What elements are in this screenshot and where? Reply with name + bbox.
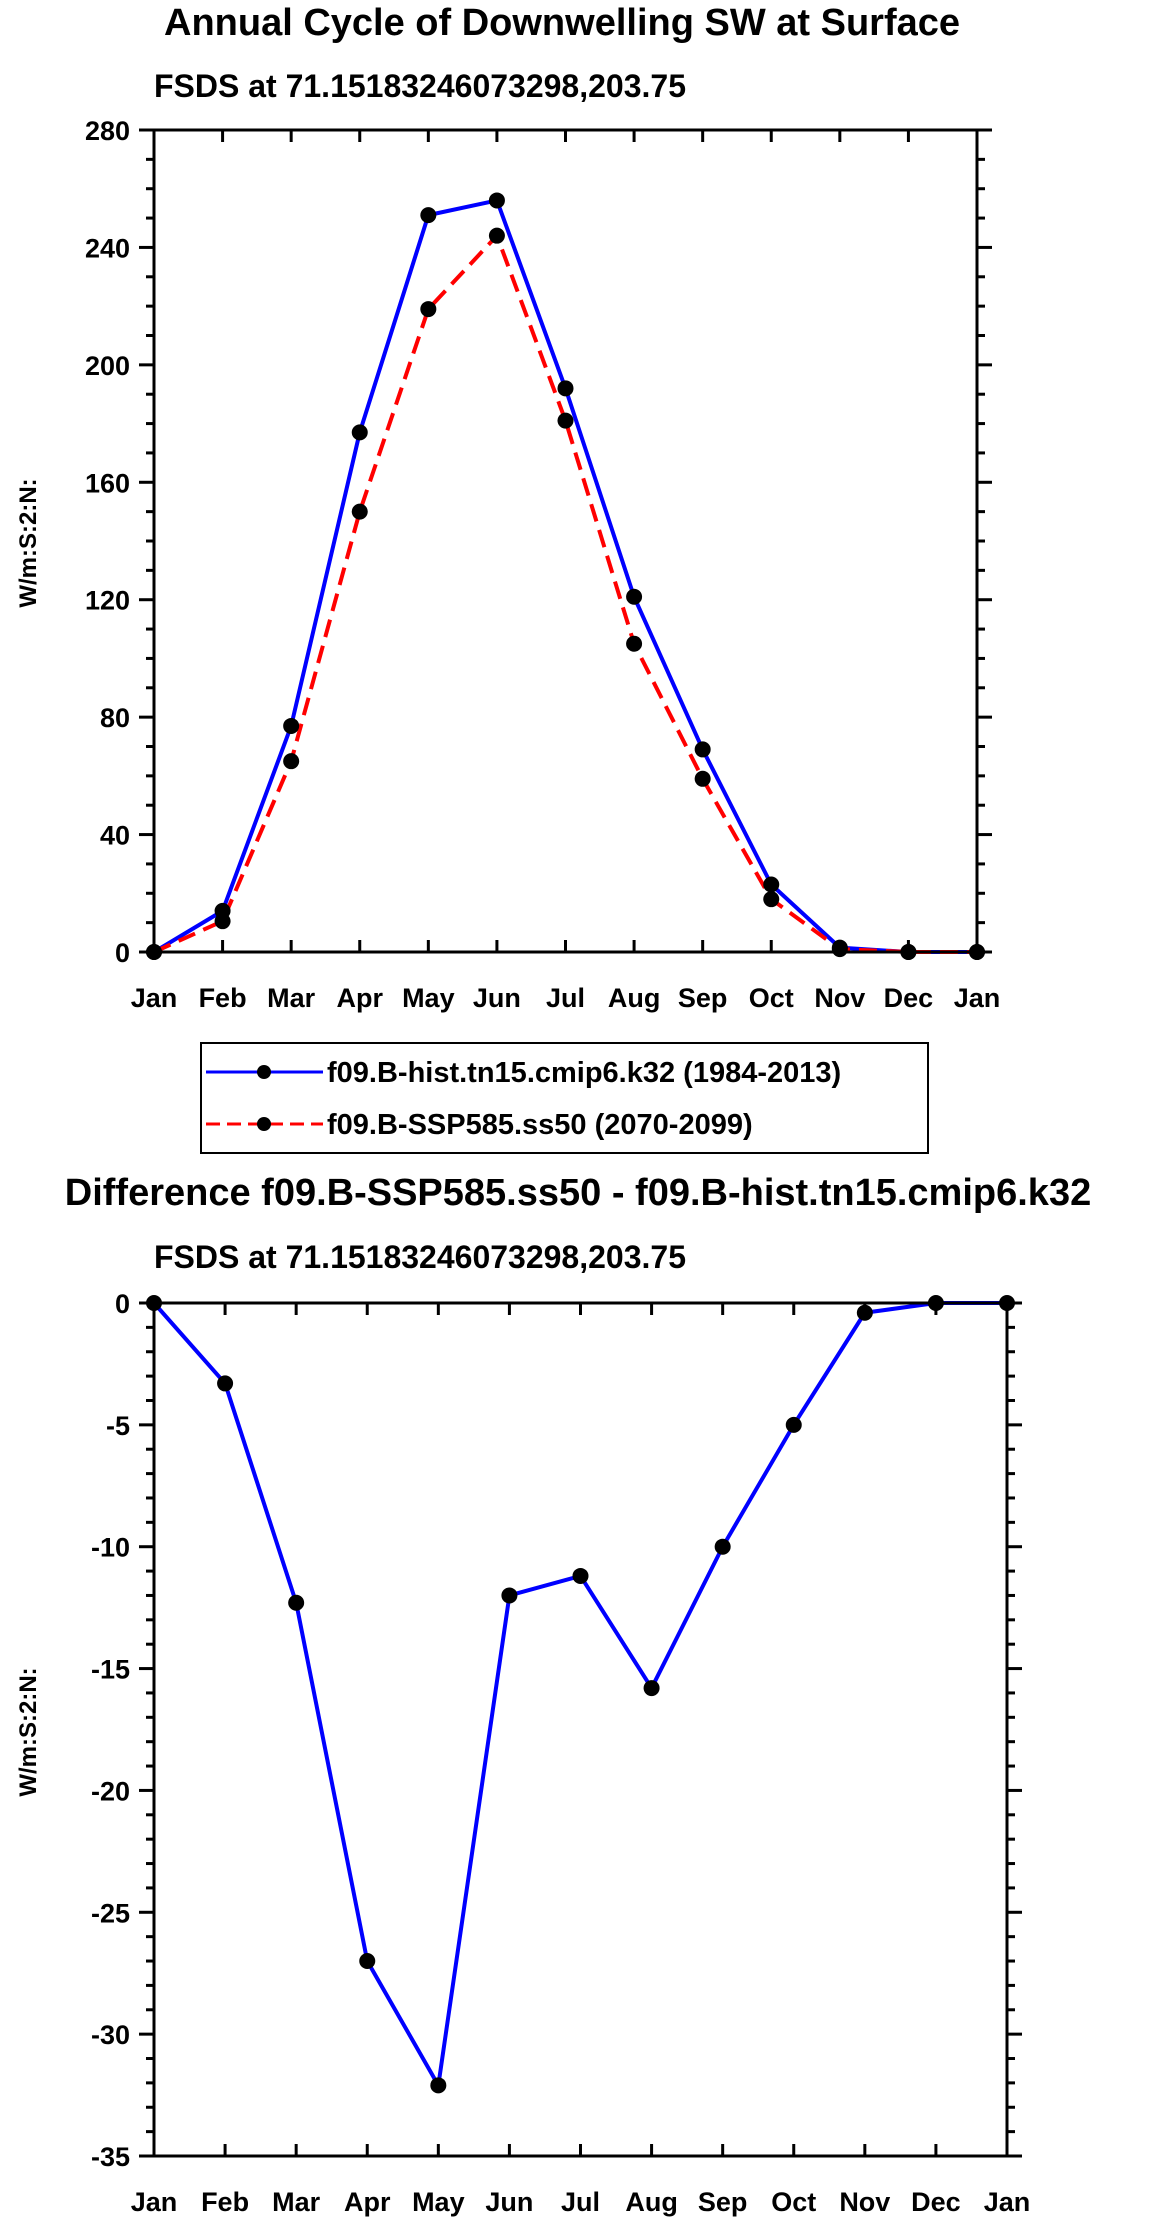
data-point: [288, 1594, 305, 1611]
chart-1-ylabel: W/m:S:2:N:: [15, 478, 42, 607]
x-tick-label: Jul: [546, 983, 585, 1013]
x-tick-label: Nov: [839, 2187, 890, 2217]
x-tick-label: Apr: [337, 983, 384, 1013]
x-tick-label: Aug: [608, 983, 660, 1013]
x-tick-label: Nov: [814, 983, 865, 1013]
chart-2-ticks: [139, 1301, 1022, 2158]
chart-2-title: Difference f09.B-SSP585.ss50 - f09.B-his…: [65, 1172, 1091, 1214]
y-tick-label: 40: [100, 821, 130, 851]
data-point: [430, 2077, 447, 2094]
x-tick-label: Mar: [267, 983, 316, 1013]
x-tick-label: Feb: [199, 983, 247, 1013]
chart-2-plot-frame: [152, 1301, 1009, 2158]
y-tick-label: -25: [91, 1898, 130, 1928]
data-point: [217, 1375, 234, 1392]
x-tick-label: Oct: [749, 983, 794, 1013]
legend-label-ssp: f09.B-SSP585.ss50 (2070-2099): [327, 1109, 753, 1141]
legend-marker-ssp: [257, 1117, 271, 1131]
data-point: [694, 741, 711, 758]
x-tick-label: Jan: [984, 2187, 1031, 2217]
x-tick-label: Jan: [131, 2187, 178, 2217]
data-point: [557, 412, 574, 429]
legend-box: [200, 1042, 929, 1154]
y-tick-label: -5: [106, 1411, 130, 1441]
data-point: [694, 770, 711, 787]
series-line: [152, 198, 977, 954]
data-point: [351, 424, 368, 441]
data-point: [626, 635, 643, 652]
chart-1-series: [146, 192, 985, 960]
x-tick-label: Jan: [131, 983, 178, 1013]
data-point: [763, 876, 780, 893]
x-tick-label: Apr: [344, 2187, 391, 2217]
x-tick-label: Mar: [272, 2187, 321, 2217]
chart-2-series: [146, 1295, 1015, 2094]
y-tick-label: -15: [91, 1655, 130, 1685]
y-tick-label: -20: [91, 1776, 130, 1806]
y-tick-label: -35: [91, 2142, 130, 2172]
y-tick-label: -30: [91, 2020, 130, 2050]
data-point: [420, 301, 437, 318]
data-point: [351, 503, 368, 520]
data-point: [501, 1587, 518, 1604]
y-tick-label: 0: [115, 1289, 130, 1319]
y-tick-label: 120: [85, 586, 130, 616]
y-tick-label: 280: [85, 116, 130, 146]
data-point: [283, 753, 300, 770]
x-tick-label: Jun: [485, 2187, 533, 2217]
data-point: [643, 1680, 660, 1697]
x-tick-label: Dec: [911, 2187, 961, 2217]
y-tick-label: 240: [85, 233, 130, 263]
x-tick-label: Dec: [884, 983, 934, 1013]
data-point: [488, 227, 505, 244]
y-tick-label: 200: [85, 351, 130, 381]
chart-1-x-tick-labels: Jan Feb Mar Apr May Jun Jul Aug Sep Oct Nov Dec Jan: [131, 983, 1001, 1013]
chart-1-ticks: [139, 128, 992, 954]
data-point: [763, 891, 780, 908]
x-tick-label: Jul: [561, 2187, 600, 2217]
x-tick-label: May: [402, 983, 455, 1013]
chart-2-x-tick-labels: Jan Feb Mar Apr May Jun Jul Aug Sep Oct Nov Dec Jan: [131, 2187, 1031, 2217]
chart-1-legend: f09.B-hist.tn15.cmip6.k32 (1984-2013) f0…: [200, 1042, 929, 1154]
y-tick-label: 160: [85, 468, 130, 498]
chart-2-ylabel: W/m:S:2:N:: [15, 1667, 42, 1796]
data-point: [831, 941, 848, 958]
data-point: [557, 380, 574, 397]
difference-chart: Difference f09.B-SSP585.ss50 - f09.B-his…: [15, 1172, 1091, 2217]
data-point: [359, 1953, 376, 1970]
data-point: [572, 1567, 589, 1584]
x-tick-label: May: [412, 2187, 465, 2217]
data-point: [714, 1538, 731, 1555]
x-tick-label: Oct: [771, 2187, 816, 2217]
data-point: [785, 1416, 802, 1433]
data-point: [856, 1304, 873, 1321]
x-tick-label: Jun: [473, 983, 521, 1013]
series-line: [152, 1301, 1007, 2088]
y-tick-label: 80: [100, 703, 130, 733]
chart-1-title: Annual Cycle of Downwelling SW at Surfac…: [164, 2, 960, 44]
x-tick-label: Sep: [698, 2187, 748, 2217]
data-point: [626, 588, 643, 605]
chart-2-y-tick-labels: 0 -5 -10 -15 -20 -25 -30 -35: [91, 1289, 130, 2172]
data-point: [420, 207, 437, 224]
data-point: [283, 717, 300, 734]
chart-1-y-tick-labels: 0 40 80 120 160 200 240 280: [85, 116, 130, 968]
annual-cycle-chart: Annual Cycle of Downwelling SW at Surfac…: [15, 2, 1001, 1154]
x-tick-label: Sep: [678, 983, 728, 1013]
data-point: [214, 913, 231, 930]
x-tick-label: Aug: [625, 2187, 677, 2217]
legend-label-hist: f09.B-hist.tn15.cmip6.k32 (1984-2013): [327, 1057, 841, 1089]
series-line: [153, 233, 977, 954]
x-tick-label: Jan: [954, 983, 1001, 1013]
x-tick-label: Feb: [201, 2187, 249, 2217]
chart-1-subtitle: FSDS at 71.15183246073298,203.75: [154, 68, 686, 104]
y-tick-label: 0: [115, 938, 130, 968]
chart-2-subtitle: FSDS at 71.15183246073298,203.75: [154, 1239, 686, 1275]
chart-1-plot-frame: [152, 128, 979, 954]
legend-marker-hist: [257, 1065, 271, 1079]
y-tick-label: -10: [91, 1533, 130, 1563]
data-point: [488, 192, 505, 209]
